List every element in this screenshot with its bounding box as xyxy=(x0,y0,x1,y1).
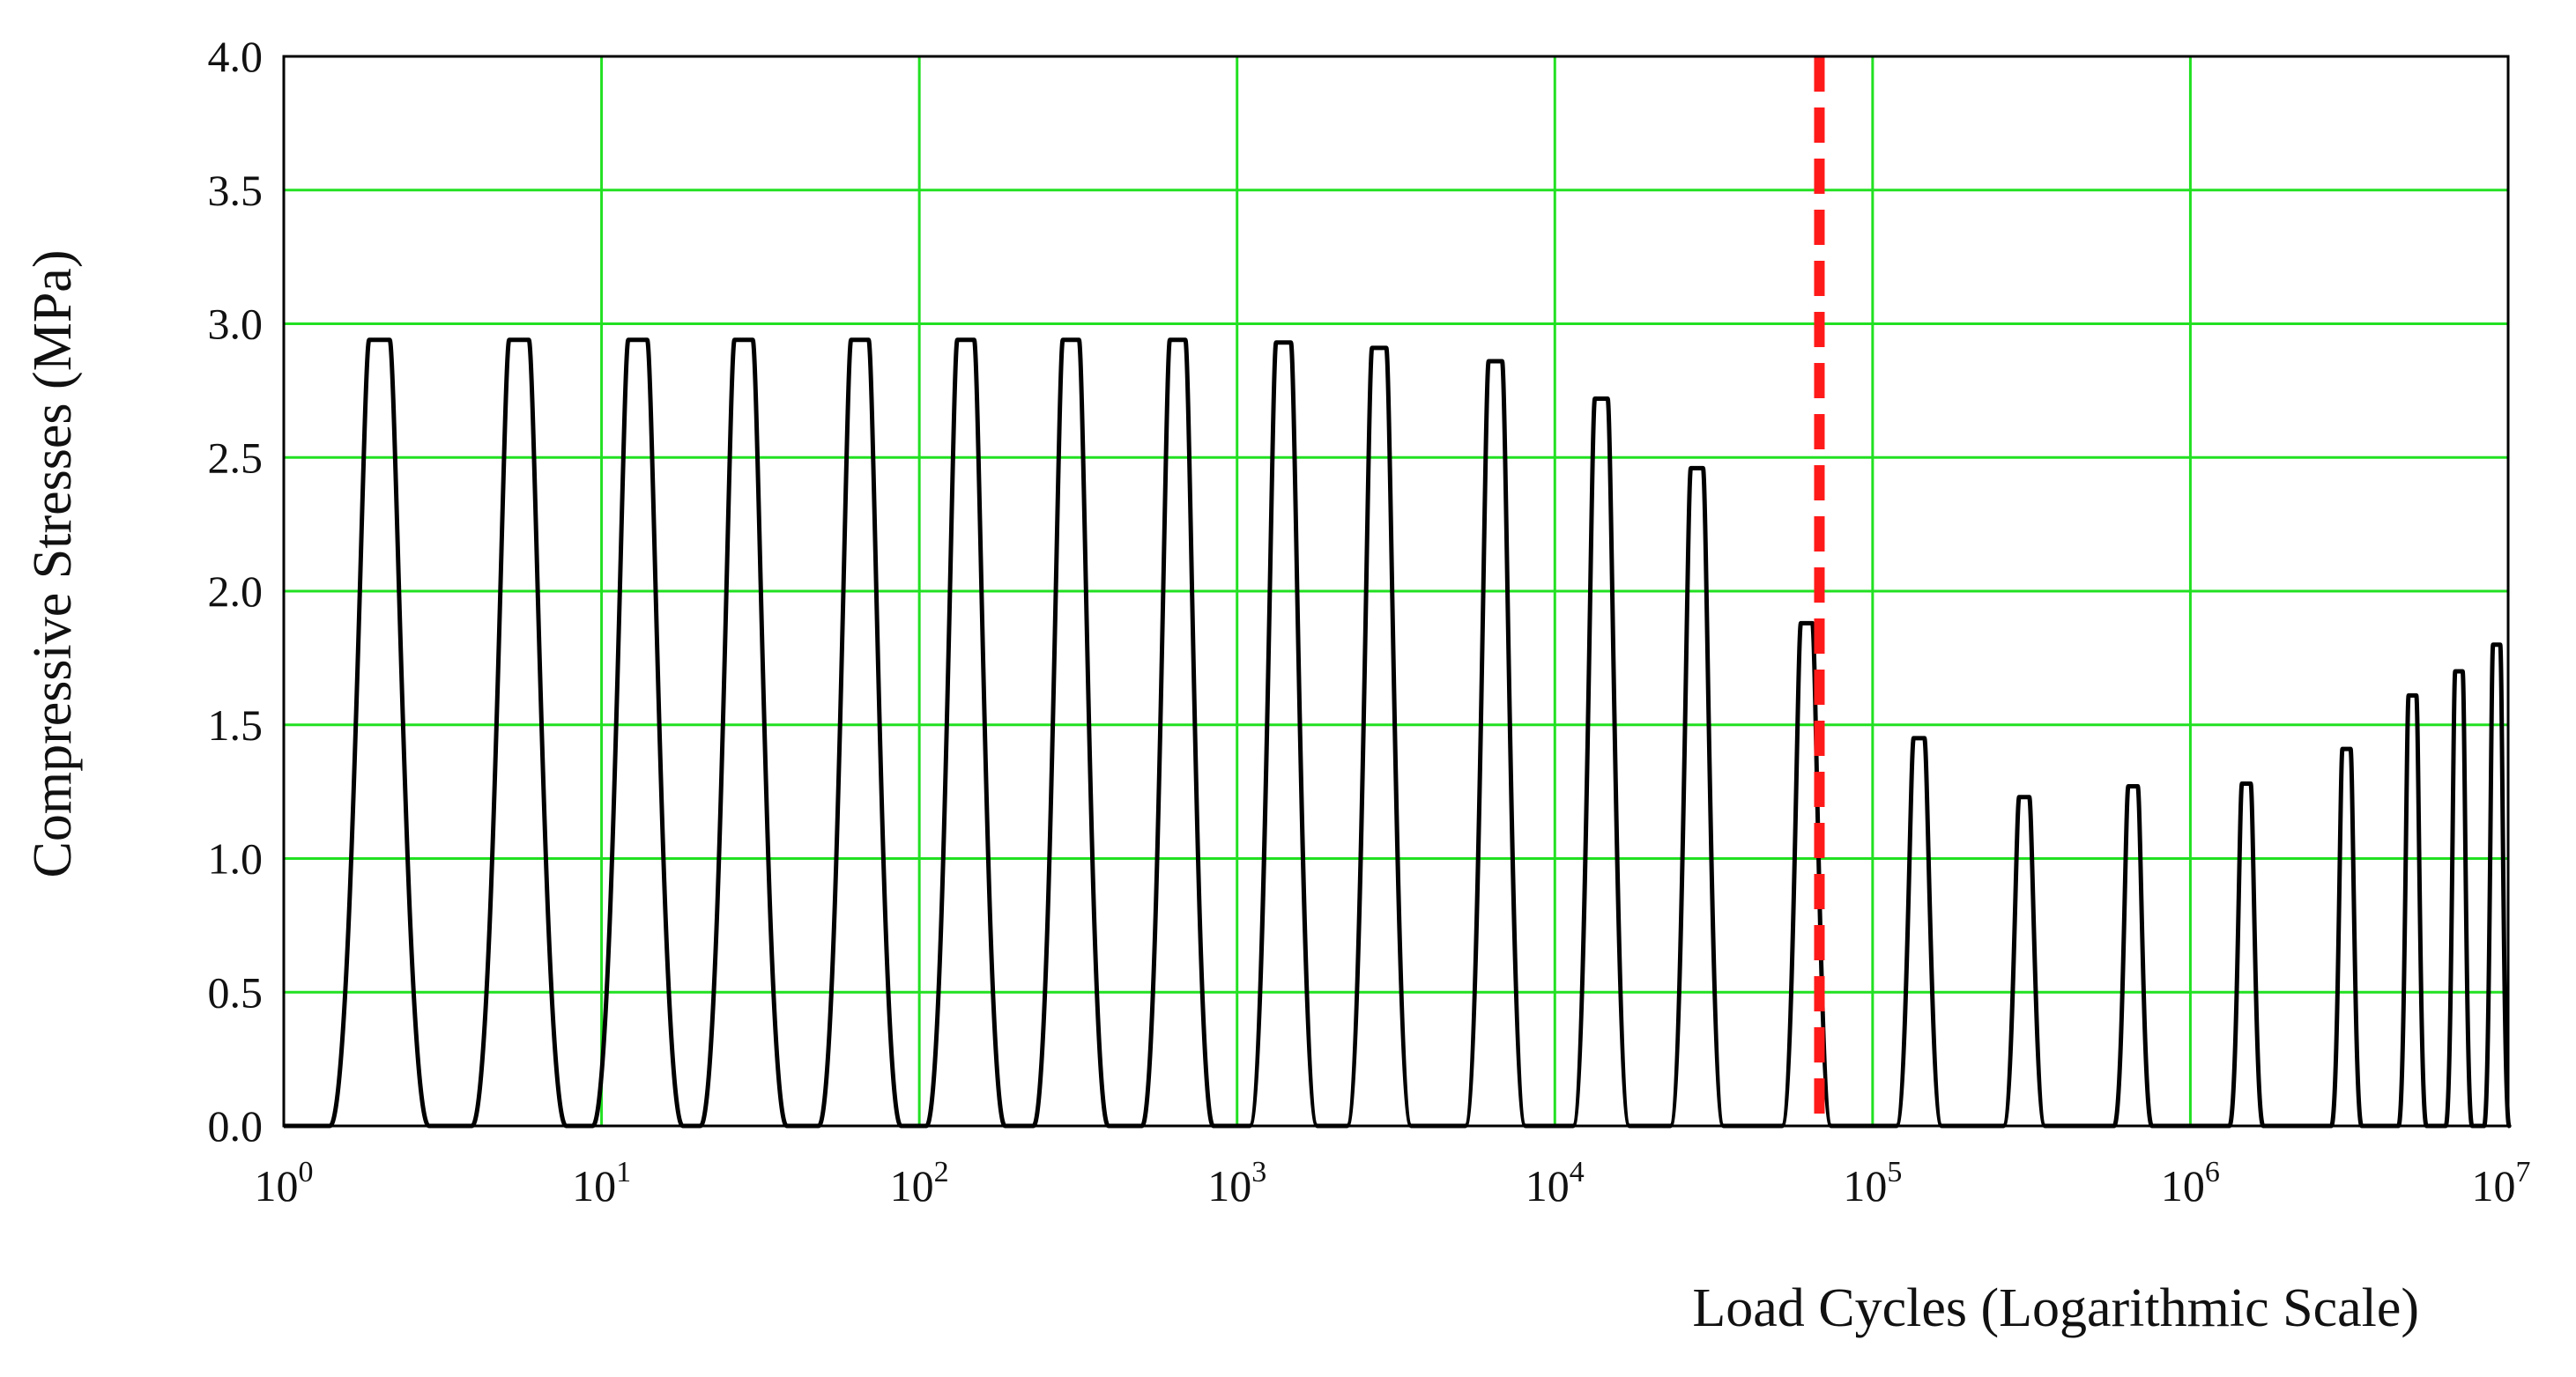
x-tick-label: 107 xyxy=(2472,1156,2531,1210)
x-tick-label: 106 xyxy=(2161,1156,2220,1210)
y-tick-label: 2.5 xyxy=(208,433,264,482)
y-tick-label: 3.5 xyxy=(208,166,264,215)
x-tick-label: 101 xyxy=(572,1156,631,1210)
y-tick-label: 1.5 xyxy=(208,700,264,750)
x-tick-label: 103 xyxy=(1207,1156,1266,1210)
x-tick-label: 100 xyxy=(255,1156,314,1210)
stress-curve xyxy=(284,337,2512,1129)
y-tick-label: 0.0 xyxy=(208,1101,264,1151)
x-tick-label: 102 xyxy=(890,1156,949,1210)
y-tick-label: 0.5 xyxy=(208,967,264,1017)
y-axis-ticks: 0.0 0.5 1.0 1.5 2.0 2.5 3.0 3.5 4.0 xyxy=(208,32,264,1151)
x-axis-title: Load Cycles (Logarithmic Scale) xyxy=(1692,1278,2419,1338)
y-axis-title: Compressive Stresses (MPa) xyxy=(23,250,83,878)
grid-lines xyxy=(284,56,2508,1126)
x-tick-label: 104 xyxy=(1526,1156,1585,1210)
x-tick-label: 105 xyxy=(1843,1156,1902,1210)
y-tick-label: 4.0 xyxy=(208,32,264,81)
x-axis-ticks: 100 101 102 103 104 105 106 107 xyxy=(255,1156,2531,1210)
plot-frame xyxy=(282,55,2510,1128)
stress-pulse-curve xyxy=(284,337,2512,1129)
y-tick-label: 3.0 xyxy=(208,300,264,349)
y-tick-label: 2.0 xyxy=(208,566,264,616)
y-tick-label: 1.0 xyxy=(208,834,264,884)
